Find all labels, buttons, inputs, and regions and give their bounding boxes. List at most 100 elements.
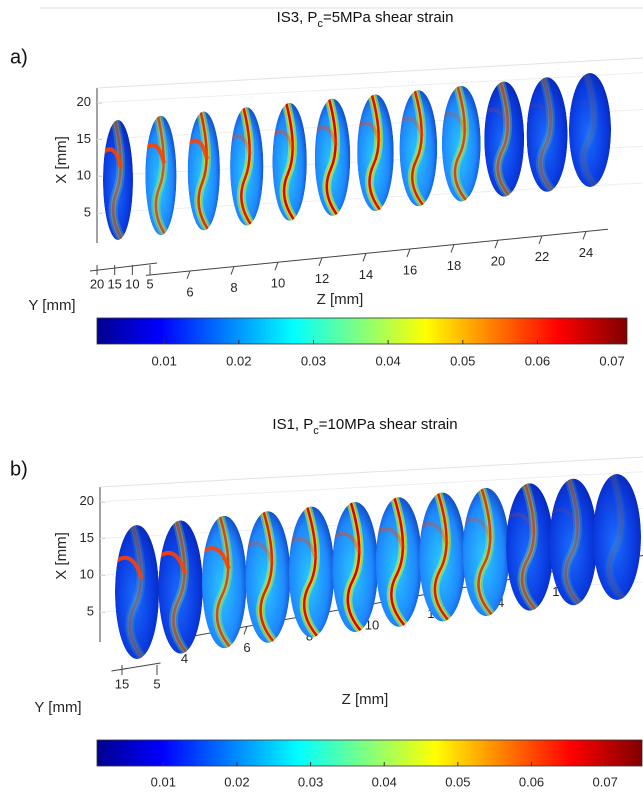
colorbar-tick-label: 0.04	[375, 353, 400, 368]
z-tick-label: 4	[181, 651, 188, 666]
title-part: =5MPa shear strain	[323, 9, 453, 26]
title-part: =10MPa shear strain	[319, 416, 458, 433]
colorbar-tick-label: 0.07	[593, 774, 618, 789]
colorbar-tick-label: 0.03	[298, 774, 323, 789]
z-tick	[538, 235, 543, 244]
slice	[158, 520, 203, 654]
z-tick	[186, 270, 191, 280]
z-tick-label: 16	[403, 262, 417, 277]
strain-band	[537, 77, 556, 192]
strain-band	[375, 526, 406, 550]
strain-band	[128, 525, 145, 659]
strain-band	[390, 497, 407, 627]
strain-band	[170, 520, 190, 654]
strain-band	[346, 501, 363, 633]
strain-band	[240, 107, 253, 226]
strain-band	[419, 522, 450, 545]
z-tick-label: 14	[359, 267, 373, 282]
z-tick	[582, 231, 587, 240]
z-tick	[243, 626, 248, 635]
slice	[419, 492, 466, 622]
z-tick-label: 22	[535, 249, 549, 264]
strain-band	[145, 143, 166, 164]
strain-band	[172, 520, 189, 654]
slice	[201, 515, 247, 649]
title-part: IS3, P	[277, 9, 318, 26]
strain-band	[493, 81, 514, 197]
x-tick-label: 5	[87, 603, 94, 618]
colorbar-tick-label: 0.06	[519, 774, 544, 789]
x-tick-label: 20	[80, 493, 94, 508]
y-tick-label: 5	[153, 676, 160, 691]
colorbar-tick-label: 0.05	[445, 774, 470, 789]
z-tick	[274, 262, 279, 271]
colorbar-tick-label: 0.01	[152, 353, 177, 368]
y-tick-label: 5	[146, 276, 153, 291]
slice	[441, 85, 481, 202]
slice	[115, 525, 159, 659]
slice	[462, 487, 510, 617]
slice	[272, 102, 307, 221]
colorbar-tick-label: 0.03	[301, 353, 326, 368]
strain-band	[272, 129, 296, 151]
slice	[526, 77, 568, 192]
strain-band	[477, 487, 495, 617]
colorbar-tick-label: 0.05	[450, 353, 475, 368]
slice-face	[484, 81, 525, 197]
z-tick-label: 20	[491, 254, 505, 269]
slice-face	[506, 483, 554, 611]
strain-band	[539, 77, 555, 192]
strain-band	[495, 81, 513, 197]
strain-band	[125, 525, 148, 659]
strain-band	[399, 116, 425, 138]
z-tick	[494, 240, 499, 249]
strain-band	[197, 111, 210, 231]
z-tick-label: 10	[365, 617, 379, 632]
x-axis-label: X [mm]	[53, 532, 70, 580]
colorbar-tick-label: 0.02	[226, 353, 251, 368]
z-tick-label: 6	[243, 640, 250, 655]
z-tick-label: 18	[447, 258, 461, 273]
slice	[593, 474, 641, 600]
grid-line	[99, 471, 643, 503]
slice	[288, 506, 335, 638]
slice	[357, 94, 394, 212]
z-tick	[362, 253, 367, 262]
strain-band	[606, 474, 627, 600]
strain-band	[517, 483, 541, 611]
strain-band	[103, 147, 123, 169]
chart-title: IS3, Pc=5MPa shear strain	[277, 9, 454, 30]
slice	[314, 98, 351, 216]
y-tick-label: 15	[115, 676, 129, 691]
panel-label: b)	[10, 458, 28, 480]
strain-band	[368, 94, 382, 212]
strain-band	[604, 474, 628, 600]
strain-band	[453, 85, 469, 202]
y-tick-label: 10	[125, 276, 139, 291]
strain-band	[158, 551, 187, 575]
strain-band	[259, 511, 276, 643]
slice-face	[549, 478, 598, 606]
strain-band	[168, 520, 191, 654]
slice-face	[569, 73, 611, 187]
slice	[245, 511, 291, 643]
x-tick-label: 10	[80, 567, 94, 582]
z-tick	[450, 244, 455, 253]
strain-band	[215, 515, 232, 649]
z-tick	[406, 248, 411, 258]
strain-band	[325, 98, 339, 216]
z-tick-label: 24	[579, 245, 593, 260]
slice	[375, 497, 422, 627]
strain-band	[411, 90, 425, 207]
z-tick-label: 8	[230, 280, 237, 295]
x-tick-label: 20	[77, 94, 91, 109]
title-part: c	[313, 425, 319, 437]
strain-band	[230, 134, 252, 156]
z-tick	[230, 266, 235, 275]
y-axis-label: Y [mm]	[28, 297, 75, 314]
strain-band	[561, 478, 584, 606]
strain-band	[496, 81, 512, 197]
slice	[569, 73, 611, 187]
strain-band	[506, 512, 537, 535]
